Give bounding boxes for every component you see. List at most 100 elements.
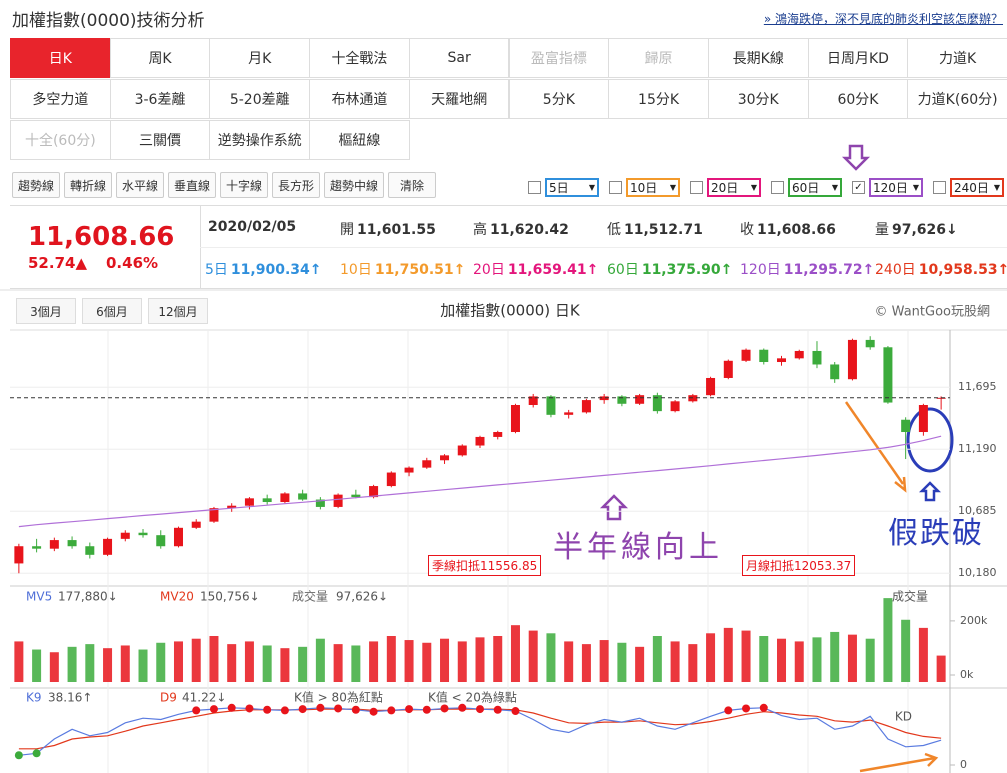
ma-select[interactable]: 20日 ▼	[707, 177, 761, 197]
field-label: 低	[607, 222, 621, 238]
ma-selector[interactable]: 10日 ▼	[609, 177, 680, 197]
candle-body	[741, 349, 751, 361]
ma-select[interactable]: 240日 ▼	[950, 177, 1004, 197]
tab[interactable]: 日周月KD	[807, 38, 909, 78]
kd-label-value: 41.22↓	[182, 691, 226, 705]
candle-body	[49, 540, 59, 549]
tab[interactable]: 周K	[109, 38, 211, 78]
ma-select[interactable]: 10日 ▼	[626, 177, 680, 197]
checkbox[interactable]	[609, 180, 622, 194]
ma-select-label: 10日	[630, 180, 658, 195]
tab[interactable]: 歸原	[608, 38, 709, 78]
kd-dot	[316, 703, 325, 712]
range-button[interactable]: 6個月	[82, 298, 142, 324]
checkbox[interactable]	[771, 180, 784, 194]
tab[interactable]: 30分K	[707, 79, 809, 119]
tool-button[interactable]: 趨勢線	[12, 172, 60, 198]
tab[interactable]: 布林通道	[309, 79, 410, 119]
checkbox[interactable]	[933, 180, 946, 194]
tab[interactable]: 三關價	[109, 120, 211, 160]
kd-dot	[32, 749, 41, 758]
ma-selector[interactable]: ✓ 120日 ▼	[852, 177, 923, 197]
ma-select[interactable]: 5日 ▼	[545, 177, 599, 197]
ma-select[interactable]: 120日 ▼	[869, 177, 923, 197]
ma-selector[interactable]: 5日 ▼	[528, 177, 599, 197]
volume-bar	[635, 646, 645, 682]
volume-bar	[85, 644, 95, 682]
tab[interactable]: 力道K(60分)	[907, 79, 1007, 119]
candle-body	[493, 432, 503, 437]
candle-body	[138, 532, 148, 536]
candle-body	[244, 498, 254, 506]
field-value: 97,626↓	[892, 222, 958, 238]
ma-selector[interactable]: 20日 ▼	[690, 177, 761, 197]
news-link[interactable]: » 鴻海跌停，深不見底的肺炎利空該怎麼辦？	[763, 12, 1003, 26]
ma-selector[interactable]: 240日 ▼	[933, 177, 1004, 197]
tab[interactable]: 15分K	[608, 79, 709, 119]
ma-select-label: 60日	[792, 180, 820, 195]
volume-bar	[209, 636, 219, 682]
kd-dot	[209, 705, 218, 714]
ma-select[interactable]: 60日 ▼	[788, 177, 842, 197]
volume-label-value: 97,626↓	[336, 590, 388, 604]
tab[interactable]: 60分K	[807, 79, 909, 119]
candle-body	[315, 499, 325, 507]
tab[interactable]: 5-20差離	[209, 79, 311, 119]
tab[interactable]: 盈富指標	[508, 38, 610, 78]
ma-label: 240日	[875, 262, 916, 278]
candle-body	[706, 377, 716, 396]
dropdown-icon: ▼	[912, 182, 919, 192]
volume-label-value: 150,756↓	[200, 590, 260, 604]
tab[interactable]: 月K	[209, 38, 311, 78]
checkbox[interactable]	[690, 180, 703, 194]
kd-dot	[351, 705, 360, 714]
volume-bar	[936, 655, 946, 682]
volume-bar	[581, 644, 591, 682]
tool-button[interactable]: 長方形	[272, 172, 320, 198]
tab[interactable]: 天羅地網	[408, 79, 510, 119]
tool-button[interactable]: 清除	[388, 172, 436, 198]
y-tick-label: 0	[960, 758, 967, 771]
ma-number: 11,659.41↑	[507, 262, 599, 278]
chart-title: 加權指數(0000) 日K	[440, 302, 581, 320]
field-label: 量	[875, 222, 889, 238]
volume-bar	[706, 633, 716, 682]
volume-bar	[351, 645, 361, 682]
tab[interactable]: 十全(60分)	[10, 120, 111, 160]
tab[interactable]: 3-6差離	[109, 79, 211, 119]
tab[interactable]: 5分K	[508, 79, 610, 119]
tab[interactable]: 力道K	[907, 38, 1007, 78]
tab[interactable]: 十全戰法	[309, 38, 410, 78]
tab[interactable]: 逆勢操作系統	[209, 120, 311, 160]
kd-label-name: D9	[160, 691, 177, 705]
kd-label-name: K9	[26, 691, 42, 705]
tab[interactable]: Sar	[408, 38, 510, 78]
candle-body	[404, 467, 414, 473]
candle-body	[812, 350, 822, 365]
checkbox[interactable]: ✓	[852, 180, 865, 194]
quote-field: 高 11,620.42	[473, 219, 569, 239]
field-value: 11,601.55	[357, 222, 436, 238]
candle-body	[67, 540, 77, 547]
tab[interactable]: 長期K線	[707, 38, 809, 78]
price-label: 月線扣抵12053.37	[742, 555, 856, 576]
volume-title: 成交量	[892, 589, 928, 604]
checkbox[interactable]	[528, 180, 541, 194]
tool-button[interactable]: 趨勢中線	[324, 172, 384, 198]
range-button[interactable]: 3個月	[16, 298, 76, 324]
volume-bar	[670, 641, 680, 682]
tool-button[interactable]: 轉折線	[64, 172, 112, 198]
range-button[interactable]: 12個月	[148, 298, 208, 324]
candle-body	[599, 396, 609, 401]
tool-button[interactable]: 垂直線	[168, 172, 216, 198]
tab[interactable]: 多空力道	[10, 79, 111, 119]
candle-body	[191, 521, 201, 528]
kd-dot	[493, 705, 502, 714]
tab[interactable]: 樞紐線	[309, 120, 410, 160]
tab[interactable]: 日K	[10, 38, 111, 78]
volume-bar	[262, 645, 272, 682]
candle-body	[262, 498, 272, 503]
ma-selector[interactable]: 60日 ▼	[771, 177, 842, 197]
tool-button[interactable]: 水平線	[116, 172, 164, 198]
tool-button[interactable]: 十字線	[220, 172, 268, 198]
